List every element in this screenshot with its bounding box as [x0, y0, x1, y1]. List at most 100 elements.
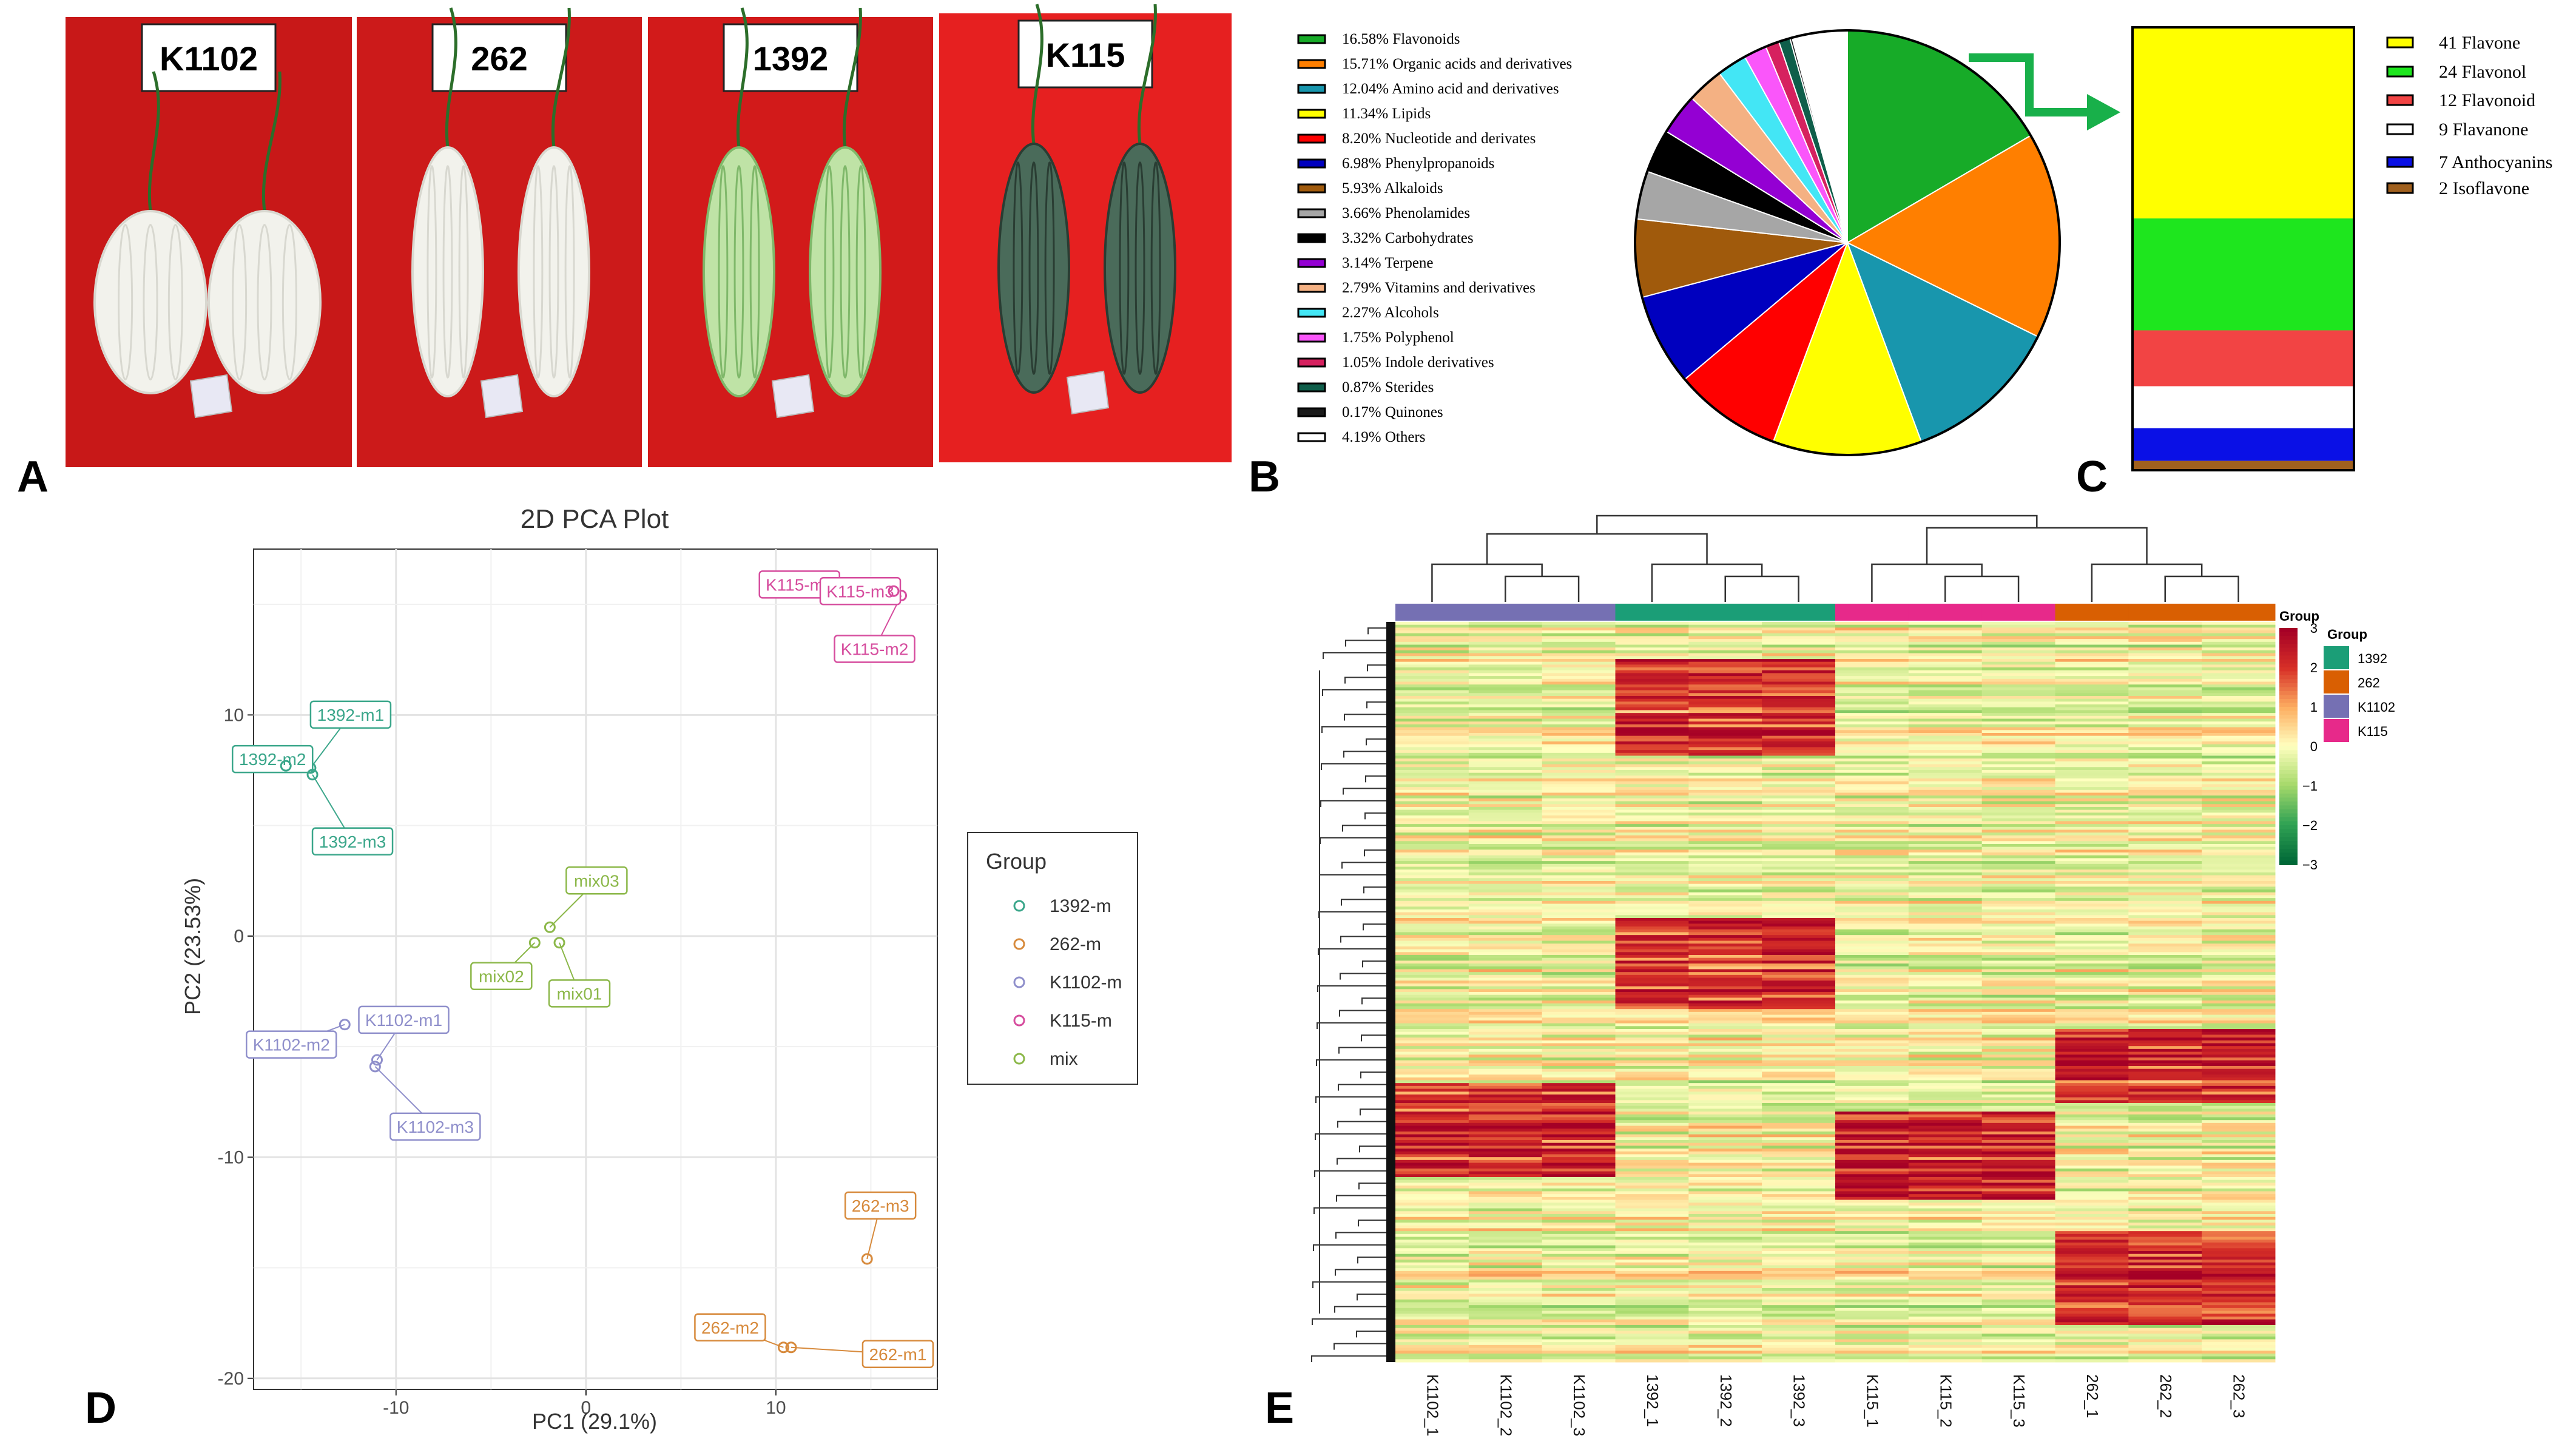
heatmap-cell — [1688, 1314, 1762, 1317]
heatmap-cell — [1395, 673, 1469, 676]
heatmap-cell — [1981, 704, 2055, 708]
heatmap-cell — [2128, 1344, 2202, 1349]
heatmap-cell — [1395, 1319, 1469, 1323]
heatmap-cell — [1981, 1094, 2055, 1098]
heatmap-cell — [1908, 1183, 1983, 1186]
heatmap-cell — [2202, 1100, 2276, 1104]
heatmap-cell — [1688, 829, 1762, 833]
heatmap-cell — [1908, 1174, 1983, 1178]
heatmap-cell — [1981, 1268, 2055, 1272]
heatmap-cell — [1468, 718, 1543, 722]
heatmap-cell — [2128, 1003, 2202, 1007]
row-dendrogram-branch — [1311, 1355, 1386, 1362]
heatmap-group-label: 262 — [2358, 675, 2380, 690]
heatmap-cell — [1835, 1359, 1909, 1363]
colorbar-step — [2279, 766, 2298, 771]
heatmap-cell — [2128, 923, 2202, 927]
heatmap-cell — [1762, 1290, 1836, 1294]
heatmap-cell — [1395, 1285, 1469, 1289]
heatmap-cell — [1468, 1334, 1543, 1337]
heatmap-cell — [2202, 918, 2276, 922]
heatmap-cell — [2128, 849, 2202, 853]
heatmap-cell — [2202, 710, 2276, 714]
heatmap-cell — [1395, 1282, 1469, 1286]
heatmap-cell — [2055, 1251, 2129, 1255]
heatmap-cell — [2055, 644, 2129, 648]
heatmap-cell — [1542, 1006, 1616, 1010]
heatmap-cell — [2202, 1328, 2276, 1331]
heatmap-cell — [1688, 1177, 1762, 1181]
heatmap-cell — [1688, 980, 1762, 984]
heatmap-cell — [1395, 957, 1469, 961]
colorbar-step — [2279, 750, 2298, 755]
heatmap-cell — [1908, 1322, 1983, 1326]
heatmap-cell — [2202, 1083, 2276, 1087]
flavonoid-stacked-bar — [2131, 26, 2355, 471]
heatmap-cell — [1908, 875, 1983, 879]
heatmap-cell — [1688, 1220, 1762, 1223]
heatmap-cell — [2055, 1066, 2129, 1070]
heatmap-cell — [2202, 798, 2276, 802]
heatmap-cell — [1615, 624, 1689, 628]
heatmap-cell — [2128, 1112, 2202, 1115]
heatmap-cell — [2128, 1265, 2202, 1269]
heatmap-cell — [1542, 1091, 1616, 1095]
heatmap-cell — [2128, 943, 2202, 947]
heatmap-cell — [1615, 1331, 1689, 1334]
heatmap-cell — [1615, 1353, 1689, 1357]
heatmap-cell — [1468, 1171, 1543, 1175]
heatmap-cell — [1981, 920, 2055, 924]
heatmap-cell — [2055, 767, 2129, 771]
heatmap-cell — [1615, 661, 1689, 665]
heatmap-cell — [1542, 735, 1616, 739]
heatmap-cell — [1981, 844, 2055, 848]
heatmap-cell — [2128, 1279, 2202, 1283]
heatmap-cell — [2055, 1220, 2129, 1223]
heatmap-cell — [2055, 624, 2129, 628]
heatmap-cell — [1762, 1071, 1836, 1075]
heatmap-cell — [2055, 1071, 2129, 1075]
heatmap-cell — [1762, 1277, 1836, 1280]
heatmap-cell — [1981, 1191, 2055, 1195]
heatmap-cell — [1981, 718, 2055, 722]
heatmap-cell — [1908, 787, 1983, 791]
heatmap-cell — [1542, 1196, 1616, 1201]
heatmap-cell — [1908, 1006, 1983, 1010]
heatmap-cell — [1688, 1331, 1762, 1334]
heatmap-cell — [1981, 1088, 2055, 1092]
heatmap-cell — [1688, 963, 1762, 967]
heatmap-cell — [1835, 1140, 1909, 1144]
heatmap-cell — [1615, 1208, 1689, 1212]
pca-label-box — [565, 866, 628, 895]
heatmap-cell — [1542, 838, 1616, 842]
heatmap-cell — [1762, 920, 1836, 924]
heatmap-cell — [1688, 653, 1762, 656]
heatmap-cell — [1615, 940, 1689, 944]
heatmap-cell — [1981, 866, 2055, 870]
heatmap-cell — [2202, 804, 2276, 808]
heatmap-cell — [1688, 1311, 1762, 1314]
heatmap-cell — [2202, 1103, 2276, 1107]
heatmap-cell — [1395, 1060, 1469, 1064]
heatmap-cell — [1908, 906, 1983, 910]
heatmap-cell — [1542, 1359, 1616, 1363]
heatmap-cell — [1688, 1063, 1762, 1067]
heatmap-cell — [2055, 1103, 2129, 1107]
heatmap-cell — [1981, 903, 2055, 907]
heatmap-cell — [1908, 818, 1983, 822]
heatmap-cell — [1981, 1359, 2055, 1363]
heatmap-cell — [2202, 1351, 2276, 1354]
heatmap-cell — [2202, 715, 2276, 720]
arrow-head — [2087, 94, 2120, 130]
heatmap-cell — [1835, 875, 1909, 879]
heatmap-cell — [1981, 992, 2055, 996]
heatmap-cell — [1688, 1216, 1762, 1220]
heatmap-cell — [1542, 855, 1616, 859]
heatmap-cell — [1908, 630, 1983, 634]
heatmap-cell — [1615, 1265, 1689, 1269]
heatmap-cell — [1542, 974, 1616, 979]
heatmap-cell — [1468, 707, 1543, 710]
pie-legend-label: 15.71% Organic acids and derivatives — [1342, 56, 1572, 72]
heatmap-cell — [1395, 915, 1469, 919]
heatmap-cell — [1981, 1017, 2055, 1021]
